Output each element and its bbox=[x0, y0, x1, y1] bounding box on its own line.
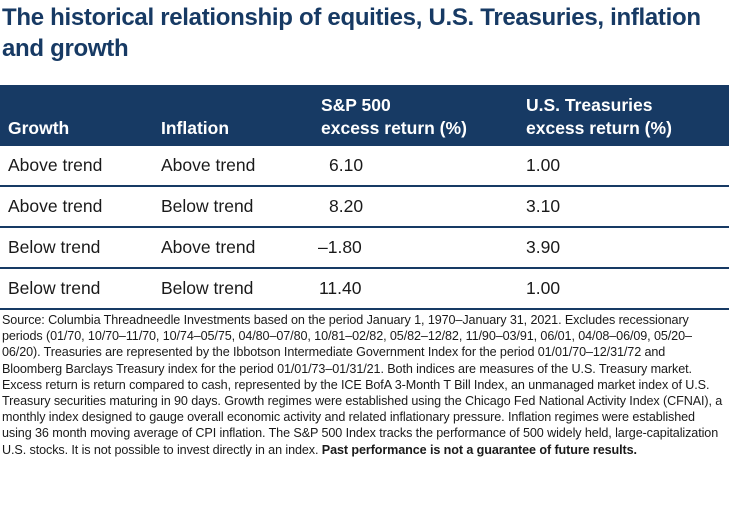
cell-treasuries: 1.00 bbox=[526, 278, 561, 298]
cell-growth: Below trend bbox=[8, 278, 101, 298]
footnote-disclaimer: Past performance is not a guarantee of f… bbox=[321, 442, 637, 457]
cell-treasuries: 3.90 bbox=[526, 237, 561, 257]
cell-sp500: 6.10 bbox=[329, 155, 364, 175]
header-growth: Growth bbox=[8, 118, 70, 138]
cell-treasuries: 1.00 bbox=[526, 155, 561, 175]
page-title: The historical relationship of equities,… bbox=[2, 4, 701, 62]
cell-sp500: –1.80 bbox=[318, 237, 362, 257]
cell-growth: Above trend bbox=[8, 196, 103, 216]
table-row: Below trend Below trend 11.40 1.00 bbox=[0, 269, 729, 310]
header-inflation: Inflation bbox=[161, 118, 230, 138]
cell-inflation: Below trend bbox=[161, 278, 254, 298]
table-header: Growth Inflation S&P 500 excess return (… bbox=[0, 85, 729, 146]
source-footnote: Source: Columbia Threadneedle Investment… bbox=[2, 312, 726, 458]
cell-inflation: Below trend bbox=[161, 196, 254, 216]
data-table: Growth Inflation S&P 500 excess return (… bbox=[0, 85, 729, 310]
header-sp500: S&P 500 excess return (%) bbox=[321, 95, 467, 138]
table-row: Below trend Above trend –1.80 3.90 bbox=[0, 228, 729, 269]
header-treasuries: U.S. Treasuries excess return (%) bbox=[526, 95, 672, 138]
footnote-text: Source: Columbia Threadneedle Investment… bbox=[2, 313, 723, 457]
table-row: Above trend Below trend 8.20 3.10 bbox=[0, 187, 729, 228]
cell-sp500: 8.20 bbox=[329, 196, 364, 216]
table-row: Above trend Above trend 6.10 1.00 bbox=[0, 146, 729, 187]
cell-sp500: 11.40 bbox=[319, 278, 362, 298]
cell-growth: Above trend bbox=[8, 155, 103, 175]
cell-growth: Below trend bbox=[8, 237, 101, 257]
cell-inflation: Above trend bbox=[161, 155, 256, 175]
cell-inflation: Above trend bbox=[161, 237, 256, 257]
cell-treasuries: 3.10 bbox=[526, 196, 561, 216]
